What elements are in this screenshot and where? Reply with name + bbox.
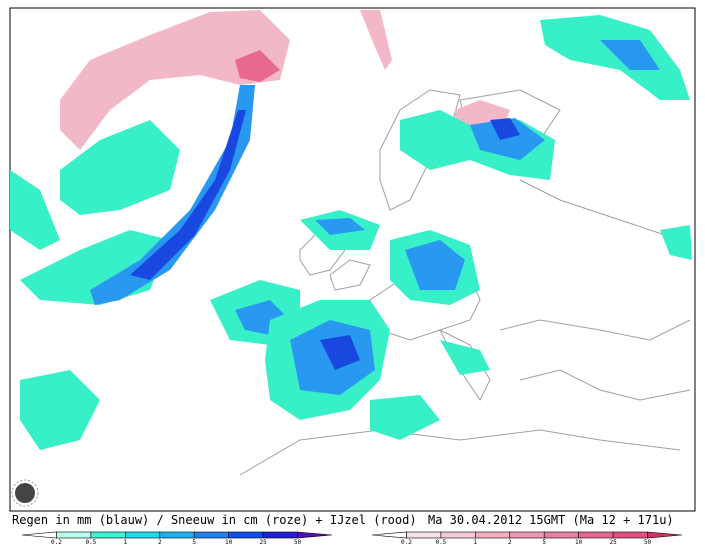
- legend-label: 0.5: [435, 539, 446, 546]
- legend-swatch: [159, 531, 195, 539]
- legend-label: 50: [644, 539, 652, 546]
- legend-swatch: [475, 531, 511, 539]
- legend-label: 0.5: [85, 539, 96, 546]
- legend-label: 10: [575, 539, 583, 546]
- precipitation: [10, 10, 692, 450]
- legend-label: 2: [158, 539, 162, 546]
- logo: [15, 483, 35, 503]
- legend-swatch: [125, 531, 161, 539]
- legend-swatch: [262, 531, 298, 539]
- legend-label: 5: [192, 539, 196, 546]
- legend-label: 25: [259, 539, 267, 546]
- legend-swatch: [440, 531, 476, 539]
- legend-label: 25: [609, 539, 617, 546]
- legend-label: 0.2: [401, 539, 412, 546]
- legends: 0.2 0.5 1 2 5 10 25 50 0.2 0.5 1 2 5 10 25 50: [21, 531, 683, 546]
- legend-arrow: [647, 531, 683, 539]
- caption-right: Ma 30.04.2012 15GMT (Ma 12 + 171u): [428, 513, 674, 527]
- legend-label: 1: [474, 539, 478, 546]
- map: [9, 7, 696, 512]
- legend-swatch: [193, 531, 229, 539]
- legend-swatch: [406, 531, 442, 539]
- legend-label: 50: [294, 539, 302, 546]
- legend-swatch: [543, 531, 579, 539]
- caption-left: Regen in mm (blauw) / Sneeuw in cm (roze…: [12, 513, 417, 527]
- legend-swatch: [509, 531, 545, 539]
- legend-swatch: [228, 531, 264, 539]
- legend-swatch: [612, 531, 648, 539]
- legend-label: 0.2: [51, 539, 62, 546]
- logo-ring: [11, 479, 39, 507]
- legend-label: 1: [124, 539, 128, 546]
- legend-label: 5: [542, 539, 546, 546]
- legend-swatch: [56, 531, 92, 539]
- legend-swatch: [578, 531, 614, 539]
- legend-label: 10: [225, 539, 233, 546]
- legend-swatch: [90, 531, 126, 539]
- legend-label: 2: [508, 539, 512, 546]
- legend-arrow: [297, 531, 333, 539]
